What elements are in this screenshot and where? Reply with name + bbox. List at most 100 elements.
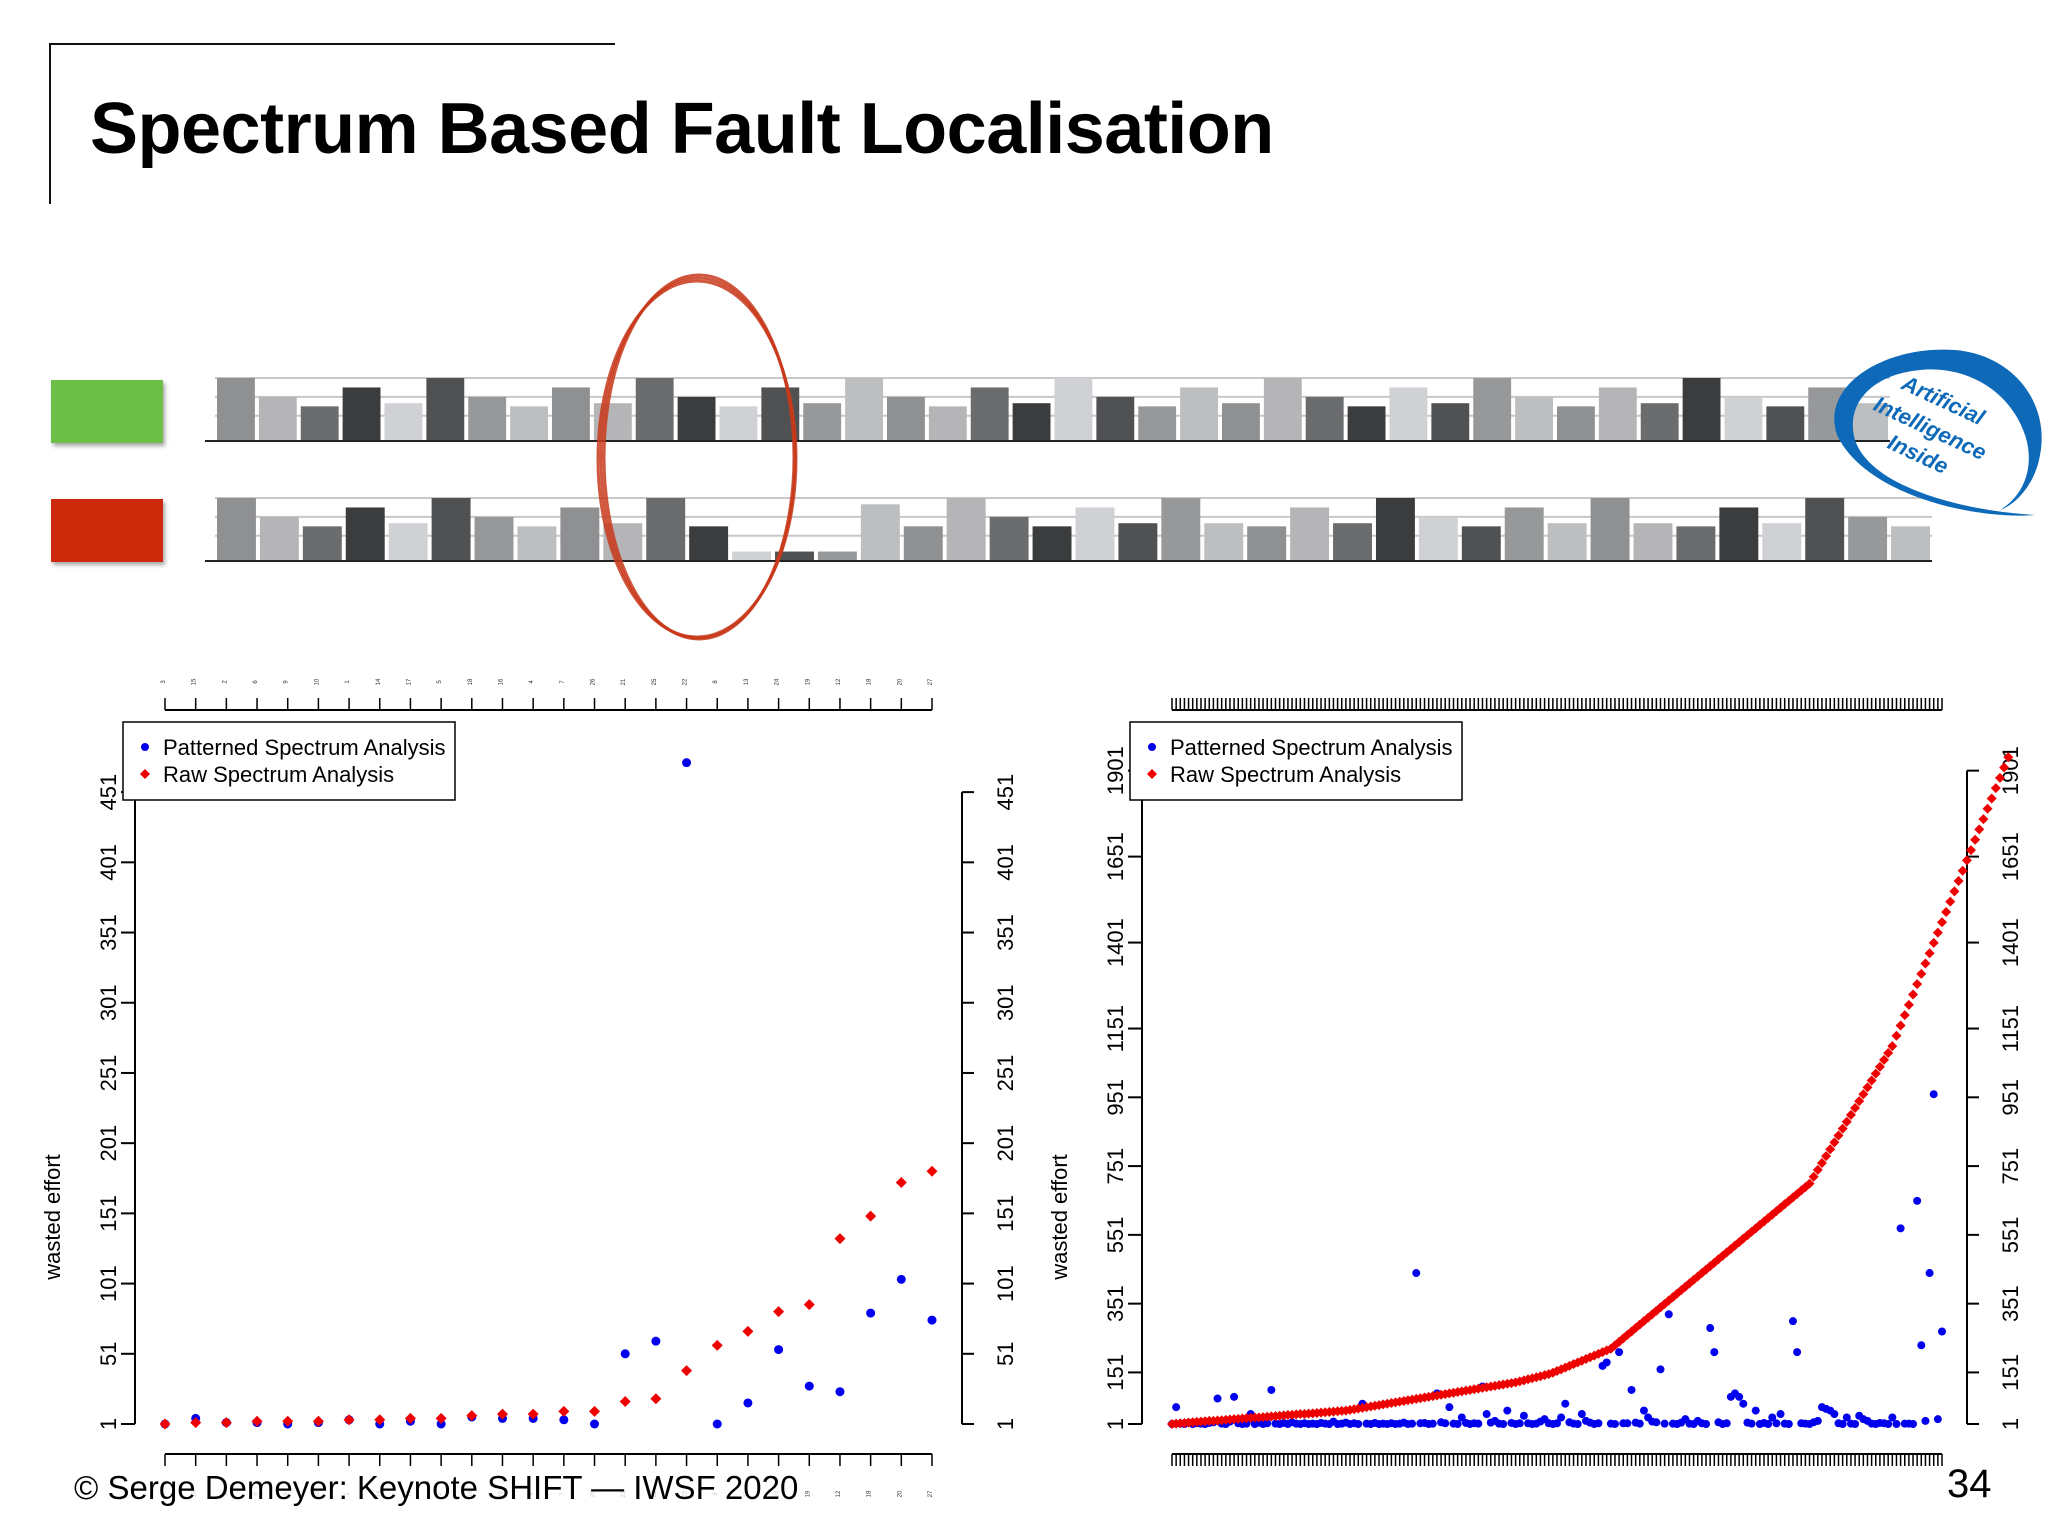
raw-point bbox=[1816, 1157, 1827, 1168]
top-x-tick-label: 26 bbox=[591, 678, 597, 685]
patterned-point bbox=[1412, 1269, 1421, 1278]
spectrum-bar bbox=[845, 378, 883, 441]
spectrum-bar bbox=[510, 406, 548, 441]
raw-point bbox=[926, 1165, 938, 1177]
spectrum-bar bbox=[1032, 526, 1072, 561]
patterned-point bbox=[1768, 1413, 1777, 1422]
spectrum-bar bbox=[1222, 403, 1260, 441]
patterned-point bbox=[1656, 1365, 1665, 1374]
patterned-point bbox=[1710, 1348, 1719, 1357]
raw-point bbox=[1920, 958, 1931, 969]
spectrum-bar bbox=[1461, 526, 1501, 561]
y-tick-label: 1 bbox=[1103, 1418, 1128, 1430]
spectrum-bar bbox=[1389, 387, 1428, 441]
y-axis-label: wasted effort bbox=[1047, 1154, 1072, 1281]
raw-point bbox=[466, 1410, 478, 1422]
y-tick-label: 401 bbox=[96, 844, 121, 881]
highlight-stroke bbox=[602, 273, 796, 641]
spectrum-bar bbox=[388, 523, 428, 561]
right-y-tick-label: 401 bbox=[993, 844, 1018, 881]
spectrum-bar bbox=[1347, 406, 1386, 441]
raw-point bbox=[1850, 1102, 1861, 1113]
spectrum-bar bbox=[259, 516, 299, 561]
raw-point bbox=[650, 1393, 662, 1405]
bottom-x-tick-label: 27 bbox=[928, 1490, 934, 1497]
raw-point bbox=[1990, 783, 2001, 794]
spectrum-bar bbox=[384, 403, 423, 441]
top-x-tick-label: 18 bbox=[867, 678, 873, 685]
spectrum-bar bbox=[1766, 406, 1805, 441]
patterned-point bbox=[1784, 1420, 1793, 1428]
right-y-tick-label: 751 bbox=[1998, 1148, 2023, 1185]
right-y-tick-label: 351 bbox=[1998, 1285, 2023, 1322]
y-tick-label: 1651 bbox=[1103, 832, 1128, 881]
top-x-tick-label: 17 bbox=[406, 678, 412, 685]
raw-point bbox=[404, 1412, 416, 1424]
raw-point bbox=[1912, 979, 1923, 990]
top-x-tick-label: 6 bbox=[253, 680, 259, 684]
patterned-point bbox=[1267, 1385, 1276, 1394]
chart-right: 1151351551751951115114011651190111513515… bbox=[1047, 698, 2023, 1466]
top-x-tick-label: 9 bbox=[284, 680, 290, 684]
patterned-point bbox=[1921, 1416, 1930, 1425]
spectrum-bar bbox=[1096, 396, 1135, 441]
patterned-point bbox=[1830, 1410, 1839, 1419]
patterned-point bbox=[774, 1345, 784, 1355]
raw-point bbox=[619, 1396, 631, 1408]
raw-point bbox=[1974, 824, 1985, 835]
patterned-point bbox=[1793, 1348, 1802, 1357]
fail-spectrum-bars bbox=[205, 497, 1932, 562]
spectrum-bar bbox=[1504, 507, 1544, 561]
right-y-tick-label: 51 bbox=[993, 1342, 1018, 1366]
spectrum-bar bbox=[1263, 378, 1302, 441]
raw-point bbox=[1994, 772, 2005, 783]
right-y-tick-label: 201 bbox=[993, 1125, 1018, 1162]
patterned-point bbox=[1660, 1419, 1669, 1428]
spectrum-bar bbox=[1375, 498, 1415, 561]
spectrum-bar bbox=[928, 406, 967, 441]
patterned-point bbox=[1706, 1324, 1715, 1333]
pass-spectrum-bars bbox=[205, 377, 1890, 442]
right-y-tick-label: 1151 bbox=[1998, 1005, 2023, 1052]
patterned-point bbox=[620, 1349, 630, 1359]
spectrum-bar bbox=[1640, 403, 1679, 441]
spectrum-bar bbox=[345, 507, 385, 561]
raw-point bbox=[1825, 1144, 1836, 1155]
patterned-point bbox=[1453, 1420, 1462, 1428]
raw-point bbox=[834, 1233, 846, 1245]
raw-point bbox=[2003, 752, 2014, 763]
spectrum-bar bbox=[474, 516, 514, 561]
patterned-point bbox=[1553, 1419, 1561, 1428]
right-y-tick-label: 151 bbox=[1998, 1354, 2023, 1391]
top-x-tick-label: 3 bbox=[161, 680, 167, 684]
footer-credit: © Serge Demeyer: Keynote SHIFT — IWSF 20… bbox=[70, 1469, 803, 1507]
patterned-point bbox=[1602, 1358, 1611, 1367]
spectrum-bar bbox=[1180, 387, 1218, 441]
raw-point bbox=[1891, 1030, 1902, 1041]
spectrum-bar bbox=[1473, 378, 1512, 441]
raw-point bbox=[1887, 1041, 1898, 1052]
raw-point bbox=[1982, 803, 1993, 814]
raw-point bbox=[1899, 1010, 1910, 1021]
raw-point bbox=[1937, 917, 1947, 928]
spectrum-bar bbox=[803, 403, 842, 441]
top-x-tick-label: 7 bbox=[560, 680, 566, 684]
y-tick-label: 301 bbox=[96, 984, 121, 1021]
right-y-tick-label: 1 bbox=[1998, 1418, 2023, 1430]
patterned-point bbox=[1842, 1413, 1851, 1422]
patterned-point bbox=[835, 1387, 845, 1397]
legend-label-patterned: Patterned Spectrum Analysis bbox=[163, 735, 445, 760]
raw-point bbox=[1841, 1116, 1852, 1127]
spectrum-bar bbox=[426, 378, 465, 441]
patterned-point bbox=[436, 1419, 446, 1429]
spectrum-bar bbox=[1333, 523, 1372, 561]
raw-point bbox=[1941, 906, 1952, 917]
spectrum-bar bbox=[1590, 498, 1630, 561]
patterned-point bbox=[1577, 1410, 1586, 1419]
raw-point bbox=[1804, 1178, 1815, 1189]
spectrum-bar bbox=[860, 504, 900, 561]
raw-point bbox=[1965, 845, 1976, 856]
spectrum-bar bbox=[903, 526, 943, 561]
spectrum-bar bbox=[1891, 526, 1930, 561]
spectrum-bar bbox=[1676, 526, 1716, 561]
